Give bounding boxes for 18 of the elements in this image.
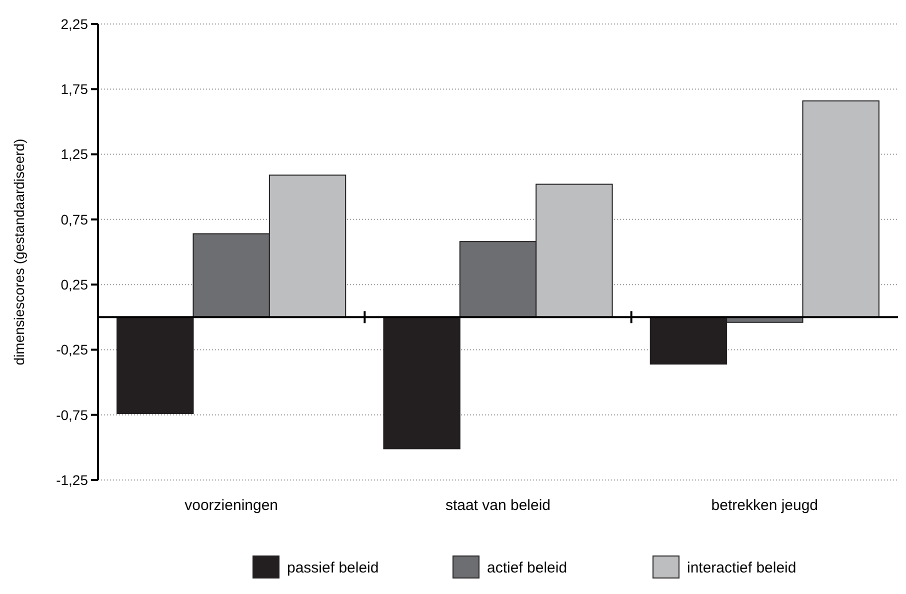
- legend-label: passief beleid: [287, 559, 379, 576]
- x-tick-label: voorzieningen: [184, 497, 278, 514]
- bar: [116, 316, 194, 414]
- legend-label: interactief beleid: [687, 559, 796, 576]
- bar: [383, 316, 460, 450]
- x-tick-label: betrekken jeugd: [711, 497, 818, 514]
- y-tick-label: 2,25: [60, 16, 88, 32]
- y-axis-title: dimensiescores (gestandaardiseerd): [11, 138, 27, 366]
- x-tick-label: staat van beleid: [445, 497, 551, 514]
- y-tick-label: -0,25: [56, 342, 88, 358]
- y-tick-label: 0,25: [60, 276, 88, 292]
- y-tick-label: 1,75: [60, 81, 88, 98]
- bar: [802, 100, 880, 318]
- y-tick-label: 0,75: [60, 211, 88, 228]
- y-tick-label: -0,75: [56, 406, 88, 423]
- y-tick-label: -1,25: [56, 472, 88, 488]
- y-tick-label: 1,25: [60, 146, 88, 162]
- legend-label: actief beleid: [487, 559, 568, 576]
